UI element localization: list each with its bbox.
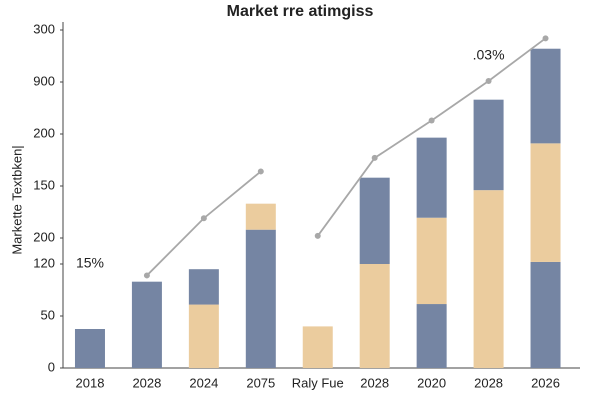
chart-title: Market rre atimgiss bbox=[227, 3, 374, 20]
trend-point bbox=[143, 272, 150, 279]
x-tick-label: Raly Fue bbox=[292, 375, 344, 390]
x-tick-label: 2026 bbox=[531, 375, 560, 390]
bar-segment bbox=[530, 143, 561, 262]
y-tick-label: 0 bbox=[48, 359, 55, 374]
bar-segment bbox=[188, 269, 219, 305]
bar-segment bbox=[188, 304, 219, 368]
x-tick-label: 2020 bbox=[417, 375, 446, 390]
trend-point bbox=[542, 35, 549, 42]
x-tick-label: 2075 bbox=[246, 375, 275, 390]
y-tick-label: 200 bbox=[33, 125, 55, 140]
bar-segment bbox=[416, 217, 447, 305]
y-tick-label: 150 bbox=[33, 177, 55, 192]
trend-point bbox=[257, 168, 264, 175]
y-tick-label: 200 bbox=[33, 229, 55, 244]
y-axis-label: Markette Textbken| bbox=[9, 145, 24, 254]
bar-segment bbox=[416, 137, 447, 218]
x-tick-label: 2024 bbox=[189, 375, 218, 390]
x-tick-label: 2018 bbox=[76, 375, 105, 390]
trend-point bbox=[428, 117, 435, 124]
bar-segment bbox=[473, 190, 504, 368]
bar-segment bbox=[530, 261, 561, 368]
x-tick-label: 2028 bbox=[474, 375, 503, 390]
bar-segment bbox=[530, 48, 561, 144]
bar-segment bbox=[245, 203, 276, 230]
bar-segment bbox=[245, 229, 276, 368]
y-tick-label: 900 bbox=[33, 73, 55, 88]
bar-segment bbox=[302, 326, 333, 368]
trend-point bbox=[314, 232, 321, 239]
bar-segment bbox=[131, 281, 162, 368]
bar-segment bbox=[473, 99, 504, 191]
y-tick-label: 50 bbox=[41, 307, 55, 322]
y-tick-label: 120 bbox=[33, 255, 55, 270]
x-tick-label: 2028 bbox=[132, 375, 161, 390]
x-tick-label: 2028 bbox=[360, 375, 389, 390]
bar-segment bbox=[359, 177, 390, 264]
bar-segment bbox=[416, 304, 447, 368]
y-tick-label: 300 bbox=[33, 21, 55, 36]
bar-segment bbox=[359, 264, 390, 368]
bar-segment bbox=[74, 329, 105, 368]
trend-point bbox=[371, 154, 378, 161]
annotation: .03% bbox=[473, 47, 505, 63]
annotation: 15% bbox=[76, 255, 104, 271]
trend-point bbox=[485, 77, 492, 84]
trend-point bbox=[200, 215, 207, 222]
